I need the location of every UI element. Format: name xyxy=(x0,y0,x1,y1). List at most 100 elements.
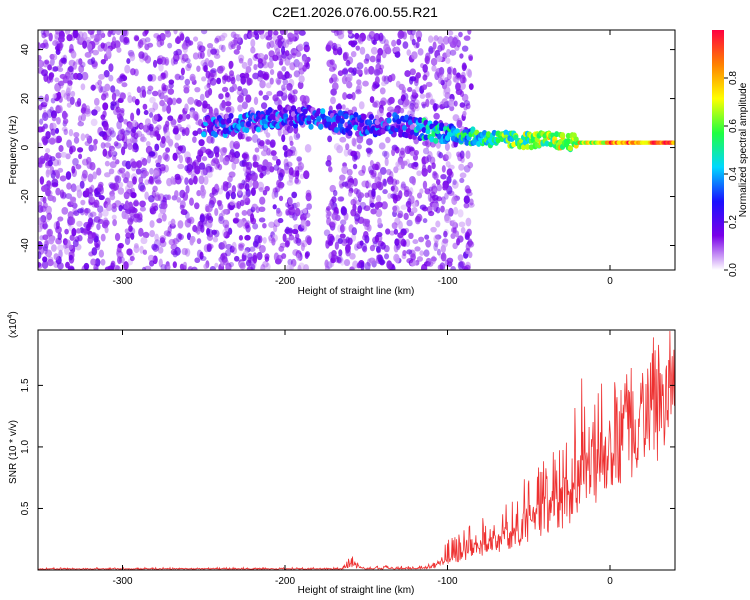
spectrogram-noise-cell xyxy=(458,31,463,38)
spectrogram-noise-cell xyxy=(464,264,471,270)
spectrogram-noise-cell xyxy=(222,219,230,229)
spectrogram-noise-cell xyxy=(163,164,169,173)
spectrogram-noise-cell xyxy=(432,41,437,50)
spectrogram-noise-cell xyxy=(411,176,416,186)
spectrogram-noise-cell xyxy=(103,172,111,178)
spectrogram-noise-cell xyxy=(41,185,48,193)
spectrogram-noise-cell xyxy=(154,130,160,137)
spectrogram-noise-cell xyxy=(205,148,212,155)
spectrogram-noise-cell xyxy=(134,161,140,168)
spectrogram-noise-cell xyxy=(217,200,222,207)
spectrogram-noise-cell xyxy=(132,142,139,150)
spectrogram-noise-cell xyxy=(70,183,77,193)
spectrogram-noise-cell xyxy=(295,170,300,177)
spectrogram-noise-cell xyxy=(178,154,184,164)
spectrogram-y-tick-label: 20 xyxy=(20,93,31,105)
spectrogram-noise-cell xyxy=(356,79,362,86)
spectrogram-noise-cell xyxy=(67,79,73,87)
spectrogram-noise-cell xyxy=(408,195,415,205)
spectrogram-noise-cell xyxy=(409,76,414,85)
spectrogram-noise-cell xyxy=(435,220,441,228)
spectrogram-noise-cell xyxy=(278,172,284,182)
spectrogram-noise-cell xyxy=(88,197,93,206)
spectrogram-noise-cell xyxy=(230,31,237,38)
spectrogram-noise-cell xyxy=(116,46,122,53)
spectrogram-noise-cell xyxy=(46,109,53,118)
spectrogram-noise-cell xyxy=(139,206,146,212)
spectrogram-noise-cell xyxy=(174,133,182,141)
spectrogram-noise-cell xyxy=(383,43,391,52)
spectrogram-noise-cell xyxy=(172,238,180,245)
spectrogram-noise-cell xyxy=(228,41,234,50)
spectrogram-noise-cell xyxy=(202,100,208,109)
spectrogram-noise-cell xyxy=(138,39,144,48)
spectrogram-noise-cell xyxy=(218,44,224,51)
spectrogram-noise-cell xyxy=(66,92,71,102)
spectrogram-noise-cell xyxy=(332,47,339,56)
spectrogram-noise-cell xyxy=(129,255,135,262)
spectrogram-noise-cell xyxy=(61,57,67,65)
spectrogram-noise-cell xyxy=(240,77,247,84)
spectrogram-noise-cell xyxy=(276,254,283,263)
spectrogram-noise-cell xyxy=(433,102,438,112)
spectrogram-noise-cell xyxy=(411,105,416,113)
spectrogram-noise-cell xyxy=(159,38,165,46)
spectrogram-noise-cell xyxy=(331,250,337,257)
spectrogram-signal-cell xyxy=(353,124,359,131)
spectrogram-noise-cell xyxy=(281,66,287,72)
spectrogram-noise-cell xyxy=(45,205,52,215)
spectrogram-noise-cell xyxy=(125,160,132,170)
spectrogram-signal-cell xyxy=(353,111,359,118)
spectrogram-noise-cell xyxy=(469,198,474,206)
spectrogram-noise-cell xyxy=(208,59,214,68)
spectrogram-noise-cell xyxy=(81,71,89,81)
spectrogram-noise-cell xyxy=(44,214,51,223)
spectrogram-noise-cell xyxy=(149,205,155,215)
spectrogram-noise-cell xyxy=(428,45,434,55)
spectrogram-signal-cell xyxy=(374,119,380,126)
spectrogram-noise-cell xyxy=(133,244,140,254)
spectrogram-noise-cell xyxy=(98,249,105,258)
spectrogram-noise-cell xyxy=(47,258,54,267)
spectrogram-noise-cell xyxy=(446,66,452,75)
spectrogram-noise-cell xyxy=(295,133,301,139)
spectrogram-noise-cell xyxy=(285,73,293,79)
spectrogram-noise-cell xyxy=(54,30,60,35)
spectrogram-noise-cell xyxy=(151,243,158,251)
spectrogram-noise-cell xyxy=(108,74,114,82)
spectrogram-x-axis-label: Height of straight line (km) xyxy=(298,286,415,297)
spectrogram-noise-cell xyxy=(400,181,406,189)
spectrogram-x-tick-label: -200 xyxy=(275,276,295,287)
spectrogram-noise-cell xyxy=(42,244,49,252)
spectrogram-noise-cell xyxy=(104,92,109,99)
spectrogram-noise-cell xyxy=(231,241,237,251)
spectrogram-noise-cell xyxy=(415,30,423,40)
spectrogram-noise-cell xyxy=(336,144,344,154)
spectrogram-noise-cell xyxy=(161,213,167,222)
spectrogram-signal-cell xyxy=(361,114,367,121)
spectrogram-noise-cell xyxy=(410,30,416,36)
spectrogram-y-tick-label: -20 xyxy=(20,189,31,204)
spectrogram-noise-cell xyxy=(64,239,71,249)
spectrogram-noise-cell xyxy=(230,191,236,200)
spectrogram-noise-cell xyxy=(383,253,390,260)
spectrogram-noise-cell xyxy=(353,154,358,160)
spectrogram-noise-cell xyxy=(157,89,162,97)
spectrogram-noise-cell xyxy=(77,234,83,242)
spectrogram-noise-cell xyxy=(236,88,244,96)
spectrogram-noise-cell xyxy=(325,44,332,52)
spectrogram-noise-cell xyxy=(442,238,449,244)
spectrogram-noise-cell xyxy=(468,55,473,62)
spectrogram-noise-cell xyxy=(201,30,208,35)
spectrogram-noise-cell xyxy=(351,227,358,236)
spectrogram-noise-cell xyxy=(358,101,365,110)
spectrogram-noise-cell xyxy=(297,61,304,69)
spectrogram-noise-cell xyxy=(129,53,136,62)
spectrogram-noise-cell xyxy=(337,102,342,112)
spectrogram-noise-cell xyxy=(350,198,357,206)
spectrogram-noise-cell xyxy=(465,150,471,160)
spectrogram-noise-cell xyxy=(352,163,358,170)
spectrogram-frame xyxy=(37,29,676,271)
spectrogram-noise-cell xyxy=(246,259,252,267)
spectrogram-noise-cell xyxy=(352,138,358,148)
